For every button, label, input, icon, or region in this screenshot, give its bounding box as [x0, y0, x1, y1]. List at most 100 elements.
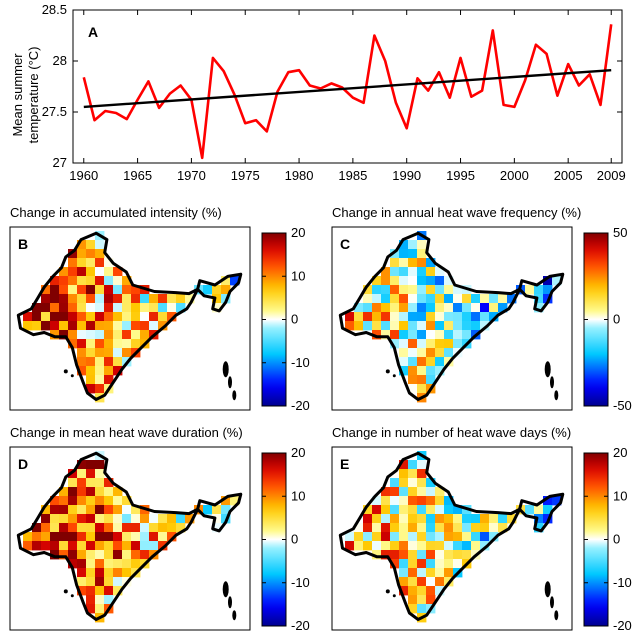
panel-letter: E	[340, 456, 349, 472]
map-grid-cell	[86, 478, 96, 488]
island-mark	[544, 361, 551, 378]
map-grid-cell	[95, 258, 105, 268]
map-grid-cell	[417, 514, 427, 524]
map-grid-cell	[77, 568, 87, 578]
island-mark	[222, 581, 229, 598]
island-mark	[392, 374, 396, 378]
map-grid-cell	[480, 303, 490, 313]
map-grid-cell	[113, 541, 123, 551]
map-grid-cell	[480, 294, 490, 304]
map-grid-cell	[50, 523, 60, 533]
map-grid-cell	[471, 532, 481, 542]
map-grid-cell	[86, 330, 96, 340]
map-grid-cell	[104, 541, 114, 551]
map-grid-cell	[426, 312, 436, 322]
map-grid-cell	[417, 460, 427, 470]
colorbar-tick-label: 20	[291, 445, 305, 460]
colorbar-tick-label: 10	[613, 488, 627, 503]
map-grid-cell	[543, 285, 553, 295]
map-grid-cell	[408, 586, 418, 596]
map-grid-cell	[122, 294, 132, 304]
map-grid-cell	[95, 294, 105, 304]
map-grid-cell	[480, 532, 490, 542]
map-grid-cell	[68, 276, 78, 286]
map-grid-cell	[399, 294, 409, 304]
map-grid-cell	[59, 496, 69, 506]
map-grid-cell	[77, 577, 87, 587]
map-grid-cell	[41, 505, 51, 515]
map-grid-cell	[50, 321, 60, 331]
map-grid-cell	[50, 541, 60, 551]
map-grid-cell	[417, 348, 427, 358]
map-grid-cell	[212, 523, 222, 533]
map-grid-cell	[426, 303, 436, 313]
map-grid-cell	[390, 267, 400, 277]
map-grid-cell	[399, 357, 409, 367]
map-grid-cell	[86, 249, 96, 259]
map-grid-cell	[444, 339, 454, 349]
map-grid-cell	[59, 505, 69, 515]
map-grid-cell	[408, 276, 418, 286]
map-grid-cell	[95, 559, 105, 569]
island-mark	[232, 390, 237, 401]
map-grid-cell	[372, 505, 382, 515]
map-grid-cell	[408, 285, 418, 295]
map-grid-cell	[408, 330, 418, 340]
map-grid-cell	[480, 321, 490, 331]
map-grid-cell	[408, 478, 418, 488]
map-grid-cell	[212, 514, 222, 524]
map-grid-cell	[167, 303, 177, 313]
map-grid-cell	[381, 487, 391, 497]
map-grid-cell	[122, 541, 132, 551]
map-grid-cell	[86, 523, 96, 533]
map-grid-cell	[86, 258, 96, 268]
map-grid-cell	[426, 568, 436, 578]
northeast-outline	[196, 272, 243, 313]
map-grid-cell	[86, 348, 96, 358]
map-panel-c: Change in annual heat wave frequency (%)…	[322, 205, 640, 420]
map-grid-cell	[50, 550, 60, 560]
map-grid-cell	[104, 339, 114, 349]
map-grid-cell	[68, 469, 78, 479]
chart-axes: 1960 1965 1970 1975 1980 1985 1990 1995 2000 2005…	[42, 2, 626, 183]
map-grid-cell	[399, 487, 409, 497]
map-grid-cell	[50, 294, 60, 304]
map-grid-cell	[408, 321, 418, 331]
map-grid-cell	[399, 312, 409, 322]
map-grid-cell	[95, 487, 105, 497]
map-grid-cell	[131, 312, 141, 322]
map-grid-cell	[77, 496, 87, 506]
map-grid-cell	[372, 294, 382, 304]
map-grid-cell	[77, 249, 87, 259]
map-grid-cell	[507, 294, 517, 304]
map-grid-cell	[390, 532, 400, 542]
map-grid-cell	[77, 478, 87, 488]
map-grid-cell	[41, 285, 51, 295]
map-grid-cell	[453, 294, 463, 304]
map-grid-cell	[408, 267, 418, 277]
map-grid-cell	[363, 285, 373, 295]
map-grid-cell	[453, 339, 463, 349]
map-grid-cell	[122, 276, 132, 286]
map-grid-cell	[23, 532, 33, 542]
colorbar-tick-label: -10	[291, 575, 310, 590]
map-grid-cell	[104, 559, 114, 569]
y-axis-label-line1: Mean summer	[10, 53, 25, 137]
map-grid-cell	[417, 267, 427, 277]
map-grid-cell	[390, 258, 400, 268]
map-grid-cell	[77, 267, 87, 277]
map-grid-cell	[77, 505, 87, 515]
colorbar-tick-label: -10	[613, 575, 632, 590]
map-grid-cell	[381, 550, 391, 560]
map-grid-cell	[167, 514, 177, 524]
map-grid-cell	[471, 541, 481, 551]
map-grid-cell	[543, 276, 553, 286]
map-grid-cell	[507, 514, 517, 524]
map-grid-cell	[185, 514, 195, 524]
map-grid-cell	[41, 294, 51, 304]
map-grid-cell	[444, 496, 454, 506]
map-grid-cell	[444, 514, 454, 524]
map-grid-cell	[435, 321, 445, 331]
map-grid-cell	[426, 258, 436, 268]
map-grid-cell	[408, 312, 418, 322]
